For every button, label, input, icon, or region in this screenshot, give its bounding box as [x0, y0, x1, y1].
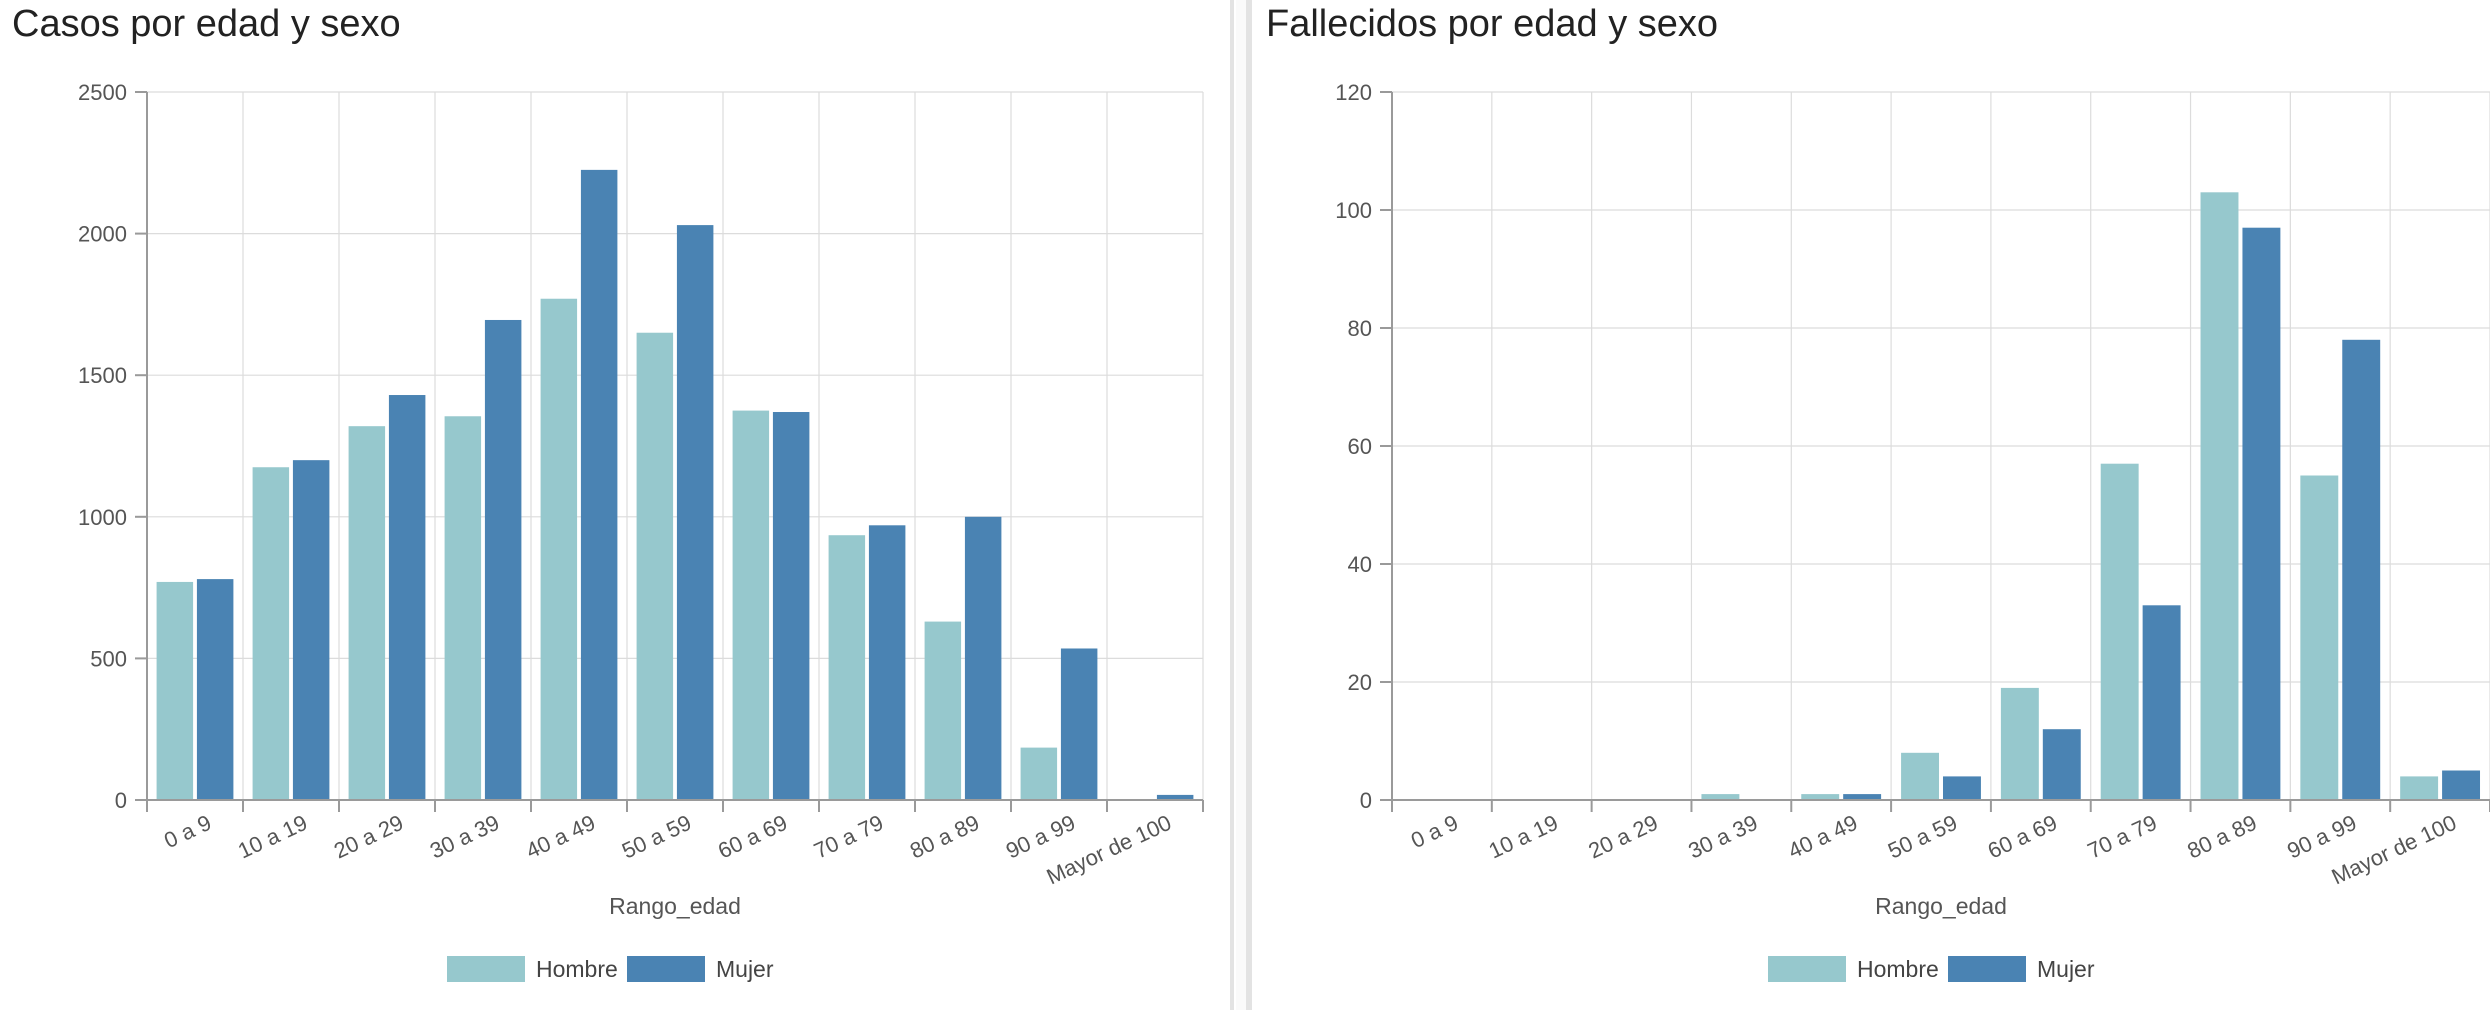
deaths-bar-hombre-30-a-39[interactable] — [1701, 794, 1740, 800]
cases-bar-mujer-10-a-19[interactable] — [292, 460, 330, 800]
deaths-y-tick-label: 60 — [1348, 434, 1372, 459]
cases-bar-mujer-60-a-69[interactable] — [772, 412, 810, 800]
cases-bar-hombre-70-a-79[interactable] — [828, 535, 866, 800]
cases-y-tick-label: 0 — [115, 788, 127, 813]
deaths-bar-mujer-90-a-99[interactable] — [2342, 339, 2381, 800]
cases-bar-mujer-80-a-89[interactable] — [964, 516, 1002, 800]
cases-y-tick-label: 1000 — [78, 505, 127, 530]
deaths-bar-hombre-50-a-59[interactable] — [1901, 752, 1940, 800]
cases-x-tick-label: 80 a 89 — [906, 810, 983, 864]
cases-bar-mujer-mayor-de-100[interactable] — [1156, 794, 1194, 800]
cases-x-tick-label: 20 a 29 — [330, 810, 407, 864]
deaths-x-tick-label: 50 a 59 — [1884, 810, 1961, 864]
deaths-x-tick-label: 70 a 79 — [2084, 810, 2161, 864]
deaths-chart-title: Fallecidos por edad y sexo — [1266, 3, 1719, 45]
cases-x-tick-label: 0 a 9 — [160, 810, 215, 853]
deaths-legend-item-mujer[interactable]: Mujer — [1948, 956, 2095, 982]
cases-chart: 0 500 1000 1500 2000 2500 0 a 9 10 a 19 20 a 29 3… — [78, 80, 1204, 982]
cases-bar-hombre-60-a-69[interactable] — [732, 410, 770, 800]
deaths-x-tick-label: 90 a 99 — [2283, 810, 2360, 864]
deaths-x-tick-label: 30 a 39 — [1684, 810, 1761, 864]
cases-x-tick-label: 70 a 79 — [810, 810, 887, 864]
cases-y-tick-label: 2000 — [78, 222, 127, 247]
cases-legend-swatch-hombre — [447, 956, 525, 982]
cases-x-tick-label: 30 a 39 — [426, 810, 503, 864]
deaths-bars — [1701, 192, 2481, 801]
deaths-y-tick-label: 0 — [1360, 788, 1372, 813]
deaths-bar-mujer-40-a-49[interactable] — [1843, 794, 1882, 800]
cases-bar-hombre-20-a-29[interactable] — [348, 426, 386, 800]
deaths-bar-hombre-40-a-49[interactable] — [1801, 794, 1840, 800]
cases-bar-hombre-80-a-89[interactable] — [924, 621, 962, 800]
deaths-y-tick-label: 100 — [1335, 198, 1372, 223]
deaths-chart-panel: Fallecidos por edad y sexo 0 20 40 60 80 100 1… — [1254, 0, 2490, 1010]
deaths-x-tick-label: 10 a 19 — [1485, 810, 1562, 864]
deaths-y-tick-label: 40 — [1348, 552, 1372, 577]
panel-divider — [1230, 0, 1234, 1010]
cases-bar-hombre-50-a-59[interactable] — [636, 332, 674, 800]
cases-bars — [156, 169, 1194, 800]
cases-x-tick-label: 40 a 49 — [522, 810, 599, 864]
deaths-y-tick-label: 20 — [1348, 670, 1372, 695]
deaths-bar-mujer-60-a-69[interactable] — [2042, 729, 2081, 800]
cases-legend-label-mujer: Mujer — [716, 956, 774, 982]
cases-legend-item-hombre[interactable]: Hombre — [447, 956, 618, 982]
cases-legend-swatch-mujer — [627, 956, 705, 982]
deaths-x-axis-title: Rango_edad — [1875, 893, 2007, 919]
deaths-bar-mujer-80-a-89[interactable] — [2242, 227, 2281, 800]
deaths-legend-swatch-mujer — [1948, 956, 2026, 982]
deaths-legend-swatch-hombre — [1768, 956, 1846, 982]
cases-bar-mujer-70-a-79[interactable] — [868, 525, 906, 800]
deaths-legend-label-mujer: Mujer — [2037, 956, 2095, 982]
deaths-x-tick-label: 60 a 69 — [1984, 810, 2061, 864]
cases-x-tick-label: 50 a 59 — [618, 810, 695, 864]
cases-bar-hombre-30-a-39[interactable] — [444, 416, 482, 800]
deaths-y-tick-label: 80 — [1348, 316, 1372, 341]
deaths-grid — [1391, 91, 2490, 801]
cases-legend-item-mujer[interactable]: Mujer — [627, 956, 774, 982]
cases-legend-label-hombre: Hombre — [536, 956, 618, 982]
cases-x-axis-title: Rango_edad — [609, 893, 741, 919]
panel-divider-gap — [1236, 0, 1246, 1010]
deaths-chart: 0 20 40 60 80 100 120 0 a 9 10 a 19 20 a 29 30 a 3… — [1335, 80, 2490, 982]
deaths-bar-mujer-mayor-de-100[interactable] — [2442, 770, 2481, 801]
deaths-bar-hombre-mayor-de-100[interactable] — [2400, 776, 2439, 800]
cases-y-tick-label: 500 — [90, 646, 127, 671]
cases-x-tick-label: 60 a 69 — [714, 810, 791, 864]
cases-x-tick-label: 10 a 19 — [234, 810, 311, 864]
deaths-bar-hombre-60-a-69[interactable] — [2000, 687, 2039, 800]
cases-bar-mujer-30-a-39[interactable] — [484, 319, 522, 800]
cases-bar-mujer-0-a-9[interactable] — [196, 579, 234, 800]
panel-resize-handle[interactable] — [1246, 0, 1252, 1010]
cases-y-tick-label: 1500 — [78, 363, 127, 388]
deaths-y-tick-label: 120 — [1335, 80, 1372, 105]
deaths-legend-item-hombre[interactable]: Hombre — [1768, 956, 1939, 982]
deaths-legend: Hombre Mujer — [1768, 956, 2095, 982]
deaths-bar-hombre-90-a-99[interactable] — [2300, 475, 2339, 801]
cases-bar-mujer-40-a-49[interactable] — [580, 169, 618, 800]
cases-bar-hombre-10-a-19[interactable] — [252, 467, 290, 800]
cases-bar-mujer-50-a-59[interactable] — [676, 225, 714, 800]
cases-bar-mujer-90-a-99[interactable] — [1060, 648, 1098, 800]
cases-bar-hombre-40-a-49[interactable] — [540, 298, 578, 800]
deaths-legend-label-hombre: Hombre — [1857, 956, 1939, 982]
deaths-x-tick-label: 0 a 9 — [1407, 810, 1462, 853]
cases-y-tick-label: 2500 — [78, 80, 127, 105]
cases-bar-mujer-20-a-29[interactable] — [388, 395, 426, 800]
deaths-bar-hombre-70-a-79[interactable] — [2100, 463, 2139, 800]
deaths-x-tick-label: 40 a 49 — [1784, 810, 1861, 864]
deaths-bar-mujer-50-a-59[interactable] — [1942, 776, 1981, 800]
deaths-bar-mujer-70-a-79[interactable] — [2142, 605, 2181, 800]
deaths-bar-hombre-80-a-89[interactable] — [2200, 192, 2239, 801]
cases-bar-hombre-0-a-9[interactable] — [156, 581, 194, 800]
cases-chart-panel: Casos por edad y sexo 0 500 1000 1500 2000 25… — [0, 0, 1228, 1010]
cases-chart-title: Casos por edad y sexo — [12, 3, 401, 45]
cases-legend: Hombre Mujer — [447, 956, 774, 982]
deaths-x-tick-label: 20 a 29 — [1585, 810, 1662, 864]
cases-bar-hombre-90-a-99[interactable] — [1020, 747, 1058, 800]
deaths-x-tick-label: 80 a 89 — [2183, 810, 2260, 864]
